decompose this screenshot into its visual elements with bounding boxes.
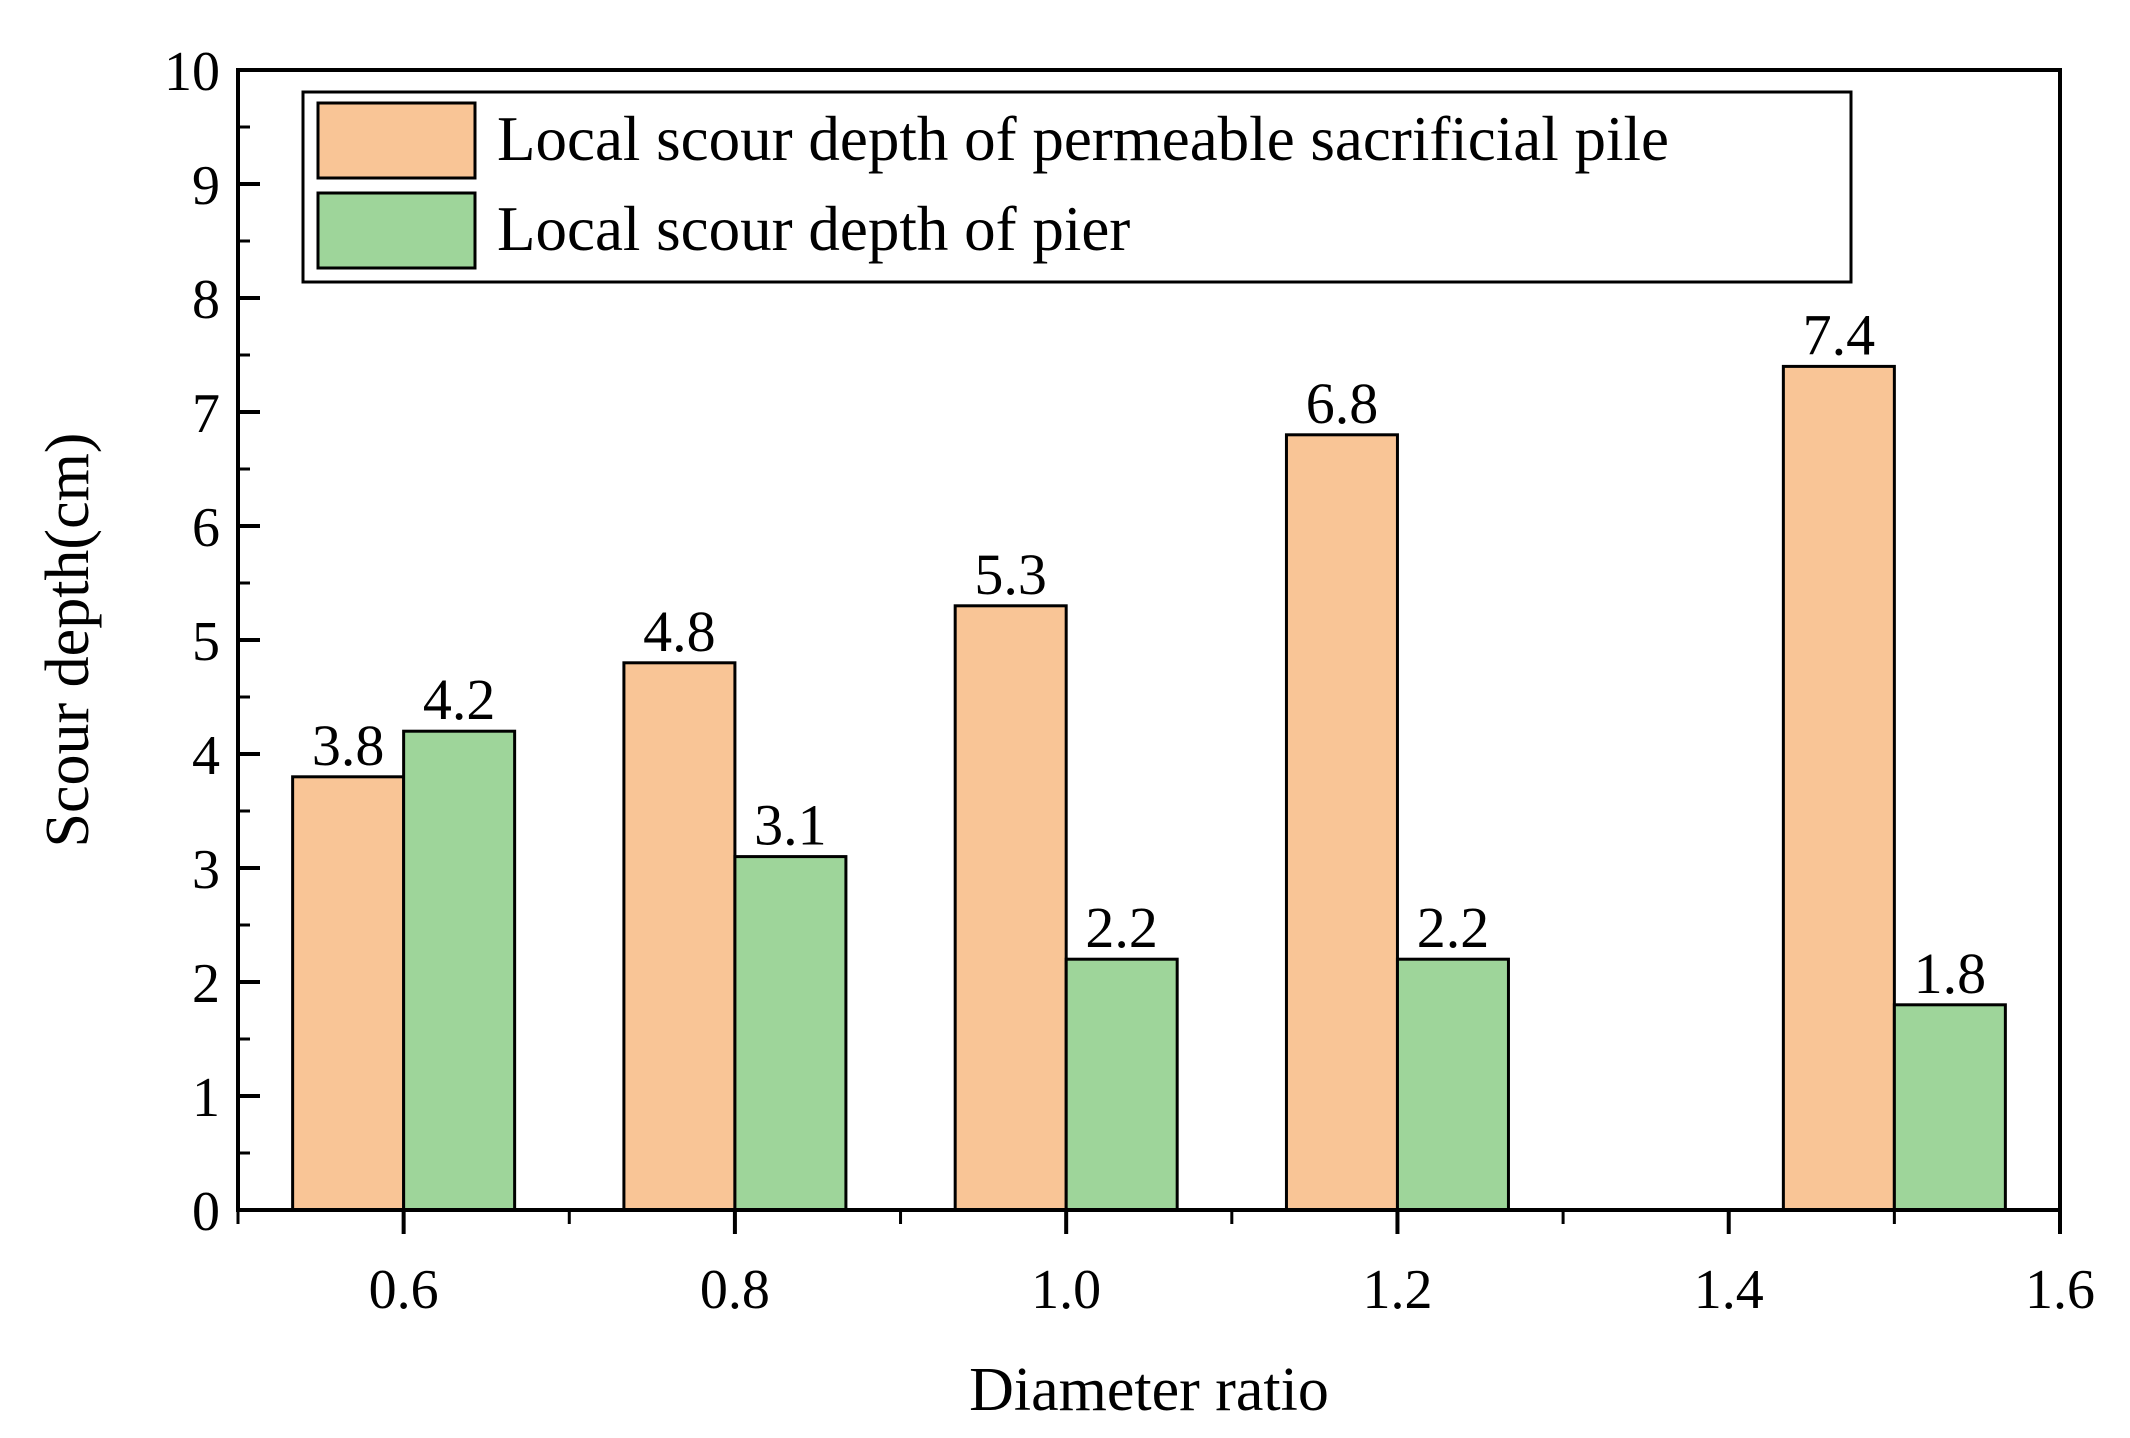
y-tick-label: 3: [192, 839, 220, 901]
pile-bar-1.2: [1284, 433, 1399, 1212]
legend-swatch-pile: [316, 101, 477, 180]
pile-bar-0.6: [291, 775, 406, 1212]
pile-value-label-1.0: 5.3: [974, 542, 1047, 607]
pile-bar-0.8: [622, 661, 737, 1212]
y-tick-label: 2: [192, 953, 220, 1015]
y-tick-label: 0: [192, 1181, 220, 1243]
y-tick-label: 7: [192, 383, 220, 445]
bars-layer: [291, 364, 2007, 1212]
legend-box: [301, 90, 1853, 284]
pier-bar-0.8: [733, 855, 848, 1212]
x-tick-label: 1.6: [2025, 1259, 2095, 1321]
x-tick-label: 1.4: [1694, 1259, 1764, 1321]
legend: Local scour depth of permeable sacrifici…: [301, 90, 1853, 284]
y-tick-label: 8: [192, 269, 220, 331]
data-labels-layer: 3.8 4.2 4.8 3.1 5.3 2.2 6.8 2.2 7.4 1.8: [312, 302, 1986, 1005]
legend-label-pier: Local scour depth of pier: [497, 194, 1130, 264]
y-tick-label: 9: [192, 155, 220, 217]
pier-value-label-1.0: 2.2: [1085, 895, 1158, 960]
pile-value-label-0.8: 4.8: [643, 599, 716, 664]
pier-value-label-1.5: 1.8: [1914, 941, 1987, 1006]
pile-bar-1.0: [953, 604, 1068, 1212]
pile-bar-1.5: [1781, 364, 1896, 1212]
x-tick-label: 0.8: [700, 1259, 770, 1321]
pile-value-label-1.2: 6.8: [1306, 371, 1379, 436]
pier-bar-1.0: [1064, 957, 1179, 1212]
y-tick-label: 6: [192, 497, 220, 559]
pier-bar-1.5: [1892, 1003, 2007, 1212]
legend-label-pile: Local scour depth of permeable sacrifici…: [497, 104, 1669, 174]
x-tick-label: 1.0: [1031, 1259, 1101, 1321]
x-tick-label: 1.2: [1362, 1259, 1432, 1321]
pile-value-label-1.5: 7.4: [1803, 302, 1876, 367]
y-tick-label: 5: [192, 611, 220, 673]
y-axis-title: Scour depth(cm): [34, 433, 102, 848]
pile-value-label-0.6: 3.8: [312, 713, 385, 778]
pier-bar-0.6: [402, 729, 517, 1212]
pier-bar-1.2: [1395, 957, 1510, 1212]
pier-value-label-0.6: 4.2: [423, 667, 496, 732]
y-tick-label: 4: [192, 725, 220, 787]
axes-layer: 0 1 2 3 4 5 6 7 8 9 10 0.6 0.8 1.0 1.2 1.4 1.6: [164, 41, 2095, 1321]
pier-value-label-0.8: 3.1: [754, 793, 827, 858]
x-tick-label: 0.6: [369, 1259, 439, 1321]
y-tick-label: 10: [164, 41, 220, 103]
pier-value-label-1.2: 2.2: [1417, 895, 1490, 960]
legend-swatch-pier: [316, 191, 477, 270]
y-tick-label: 1: [192, 1067, 220, 1129]
x-axis-title: Diameter ratio: [969, 1356, 1329, 1424]
